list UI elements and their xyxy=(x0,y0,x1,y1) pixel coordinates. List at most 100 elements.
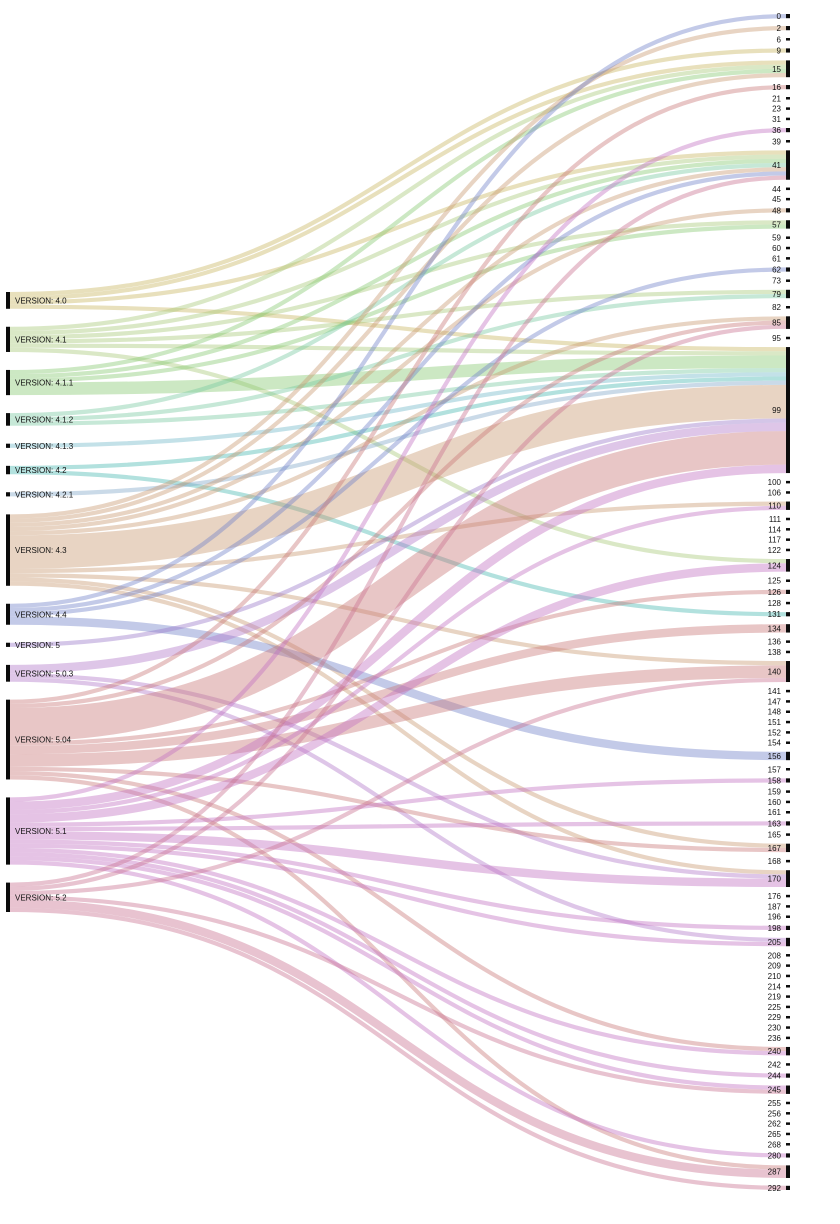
target-node-label: 158 xyxy=(768,776,782,785)
sankey-link xyxy=(9,856,787,1090)
sankey-link xyxy=(9,316,787,536)
target-node-bar xyxy=(786,741,790,744)
source-node: VERSION: 5.0.3 xyxy=(6,664,74,682)
sankey-link xyxy=(9,470,787,617)
target-node-label: 160 xyxy=(768,798,782,807)
target-node: 41 xyxy=(772,150,790,180)
target-node-bar xyxy=(786,491,790,494)
target-node-bar xyxy=(786,305,790,309)
target-node: 6 xyxy=(777,35,790,44)
target-node-bar xyxy=(786,60,790,78)
sankey-link xyxy=(9,376,787,471)
target-node-label: 205 xyxy=(768,938,782,947)
target-node: 163 xyxy=(768,819,790,828)
source-node: VERSION: 4.0 xyxy=(6,292,67,309)
target-node-label: 256 xyxy=(768,1109,782,1118)
target-node-label: 136 xyxy=(768,638,782,647)
target-node-label: 156 xyxy=(768,752,782,761)
target-node-label: 73 xyxy=(772,277,781,286)
target-node-label: 219 xyxy=(768,993,782,1002)
sankey-link xyxy=(9,372,787,448)
target-node-label: 152 xyxy=(768,728,782,737)
target-node: 110 xyxy=(768,501,790,511)
target-node-label: 110 xyxy=(768,502,781,511)
target-node-label: 6 xyxy=(777,35,782,44)
target-node: 2 xyxy=(777,24,790,33)
target-node-label: 240 xyxy=(768,1047,782,1056)
target-node-bar xyxy=(786,579,790,582)
target-node-label: 255 xyxy=(768,1099,782,1108)
target-node-label: 61 xyxy=(772,254,781,263)
target-node-label: 117 xyxy=(768,536,781,545)
target-node: 57 xyxy=(772,220,790,229)
target-node-bar xyxy=(786,859,790,863)
sankey-link xyxy=(9,821,787,832)
source-node: VERSION: 4.1.1 xyxy=(6,369,74,396)
target-node-label: 157 xyxy=(768,765,782,774)
target-node-bar xyxy=(786,720,790,724)
sankey-link xyxy=(9,847,787,1056)
target-node-label: 167 xyxy=(768,844,782,853)
target-node-label: 23 xyxy=(772,105,781,114)
target-node-bar xyxy=(786,790,790,793)
target-node-bar xyxy=(786,267,790,272)
target-node-label: 208 xyxy=(768,951,782,960)
links-layer xyxy=(9,14,787,1190)
target-node: 208 xyxy=(768,951,790,960)
target-node: 157 xyxy=(768,765,790,774)
sankey-link xyxy=(9,150,787,305)
target-node-bar xyxy=(786,85,790,90)
target-node-bar xyxy=(786,38,790,41)
target-node: 9 xyxy=(777,46,790,55)
target-node-label: 36 xyxy=(772,126,781,135)
target-node: 160 xyxy=(768,798,790,807)
target-node: 117 xyxy=(768,536,790,545)
target-node: 82 xyxy=(772,303,790,312)
sankey-link xyxy=(9,907,787,1190)
target-node-bar xyxy=(786,843,790,853)
target-node-bar xyxy=(786,26,790,31)
sankey-link xyxy=(9,431,787,742)
source-node-bar xyxy=(6,413,10,426)
target-node: 292 xyxy=(768,1184,790,1193)
target-node-label: 79 xyxy=(772,290,781,299)
target-node: 60 xyxy=(772,244,790,253)
sankey-link xyxy=(9,347,787,564)
target-node-label: 198 xyxy=(768,924,782,933)
target-node: 240 xyxy=(768,1046,790,1056)
target-node-bar xyxy=(786,220,790,229)
target-node-bar xyxy=(786,480,790,484)
sankey-link xyxy=(9,380,787,497)
target-node: 100 xyxy=(768,478,790,487)
sankey-link xyxy=(9,154,787,336)
sankey-link xyxy=(9,895,787,1094)
target-node-label: 229 xyxy=(768,1013,782,1022)
target-node: 176 xyxy=(768,892,790,901)
source-node-bar xyxy=(6,326,10,352)
source-node: VERSION: 4.3 xyxy=(6,514,67,586)
target-node-bar xyxy=(786,246,790,250)
target-node-bar xyxy=(786,501,790,510)
target-node: 242 xyxy=(768,1060,790,1069)
target-node-bar xyxy=(786,279,790,282)
target-node-label: 100 xyxy=(768,478,782,487)
target-node: 126 xyxy=(768,588,790,597)
target-node-bar xyxy=(786,810,790,814)
sankey-link xyxy=(9,64,787,331)
source-node-label: VERSION: 4.1 xyxy=(15,335,67,344)
target-node: 15 xyxy=(772,60,790,78)
sankey-link xyxy=(9,368,787,426)
target-node: 154 xyxy=(768,739,790,748)
target-node-bar xyxy=(786,894,790,898)
source-node-label: VERSION: 4.1.2 xyxy=(15,415,74,424)
target-node-label: 62 xyxy=(772,266,781,275)
target-node-bar xyxy=(786,710,790,713)
sankey-link xyxy=(9,839,787,931)
sankey-link xyxy=(9,220,787,340)
target-node: 187 xyxy=(768,902,790,911)
target-node-bar xyxy=(786,187,790,191)
target-node-label: 176 xyxy=(768,892,782,901)
target-node-bar xyxy=(786,538,790,541)
sankey-link xyxy=(9,68,787,375)
sankey-link xyxy=(9,771,787,1052)
